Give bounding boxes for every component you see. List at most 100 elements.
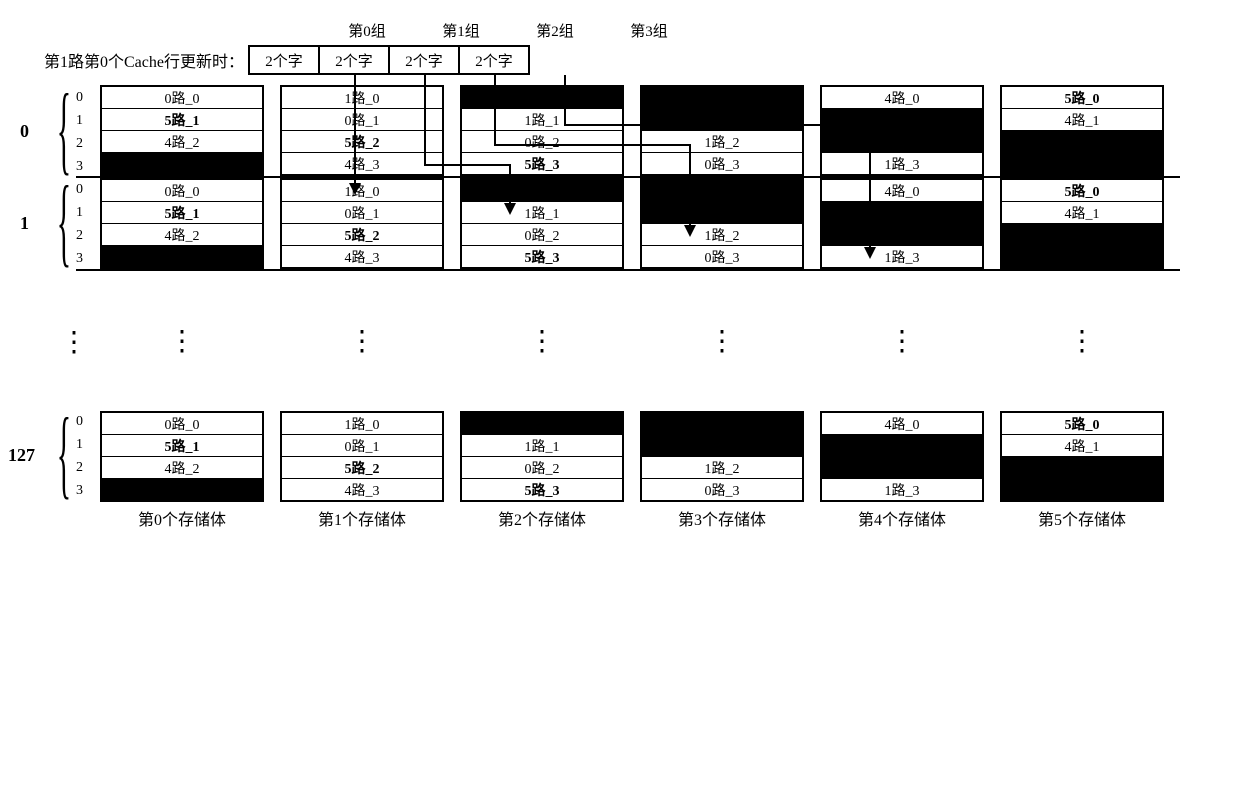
bank-block: 0路_05路_14路_2 bbox=[100, 411, 264, 502]
bank-label: 第0个存储体 bbox=[100, 506, 264, 530]
bank-cell bbox=[462, 180, 622, 202]
row-nums-1: 0 1 2 3 bbox=[76, 178, 83, 270]
bank-cell bbox=[1002, 131, 1162, 153]
bank-cell: 1路_3 bbox=[822, 153, 982, 174]
update-label: 第1路第0个Cache行更新时： bbox=[44, 48, 244, 72]
word-box-1: 2个字 bbox=[318, 45, 388, 75]
bank-block: 1路_10路_25路_3 bbox=[460, 178, 624, 269]
bank-cell bbox=[102, 479, 262, 500]
vdots bbox=[460, 271, 624, 411]
banks-container: 0路_05路_14路_20路_05路_14路_20路_05路_14路_2第0个存… bbox=[100, 85, 1164, 530]
group-labels-row: 第0组 第1组 第2组 第3组 bbox=[338, 20, 1220, 41]
bank-cell: 0路_3 bbox=[642, 479, 802, 500]
bank-cell: 0路_0 bbox=[102, 413, 262, 435]
bank-cell bbox=[822, 109, 982, 131]
bank-cell: 5路_3 bbox=[462, 153, 622, 174]
banks-area: 0 { 0 1 2 3 1 { 0 1 2 3 ⋮ 127 { 0 bbox=[20, 85, 1220, 530]
bank-label: 第1个存储体 bbox=[280, 506, 444, 530]
left-dots: ⋮ bbox=[60, 325, 88, 359]
bank-cell: 4路_2 bbox=[102, 457, 262, 479]
bank-cell: 0路_0 bbox=[102, 87, 262, 109]
vdots bbox=[280, 271, 444, 411]
bank-cell: 1路_1 bbox=[462, 202, 622, 224]
bank-cell: 5路_3 bbox=[462, 479, 622, 500]
bank-block: 4路_0 1路_3 bbox=[820, 85, 984, 176]
bank-cell: 0路_3 bbox=[642, 246, 802, 267]
word-box-0: 2个字 bbox=[248, 45, 318, 75]
bank-3: 1路_20路_31路_20路_31路_20路_3第3个存储体 bbox=[640, 85, 804, 530]
bank-cell bbox=[822, 224, 982, 246]
bank-cell bbox=[1002, 457, 1162, 479]
bank-cell: 4路_0 bbox=[822, 87, 982, 109]
bank-cell: 1路_3 bbox=[822, 479, 982, 500]
bank-block: 4路_0 1路_3 bbox=[820, 411, 984, 502]
bank-cell: 5路_1 bbox=[102, 435, 262, 457]
bank-cell bbox=[822, 435, 982, 457]
update-row: 第1路第0个Cache行更新时： 2个字 2个字 2个字 2个字 bbox=[44, 45, 1220, 75]
bank-cell: 4路_1 bbox=[1002, 109, 1162, 131]
bank-label: 第5个存储体 bbox=[1000, 506, 1164, 530]
bank-2: 1路_10路_25路_31路_10路_25路_31路_10路_25路_3第2个存… bbox=[460, 85, 624, 530]
bank-cell bbox=[642, 435, 802, 457]
bank-cell: 1路_2 bbox=[642, 131, 802, 153]
bank-cell: 5路_0 bbox=[1002, 180, 1162, 202]
cache-diagram: 第0组 第1组 第2组 第3组 第1路第0个Cache行更新时： 2个字 2个字… bbox=[20, 20, 1220, 530]
bank-cell: 5路_3 bbox=[462, 246, 622, 267]
bank-block: 5路_04路_1 bbox=[1000, 85, 1164, 176]
bank-cell bbox=[1002, 479, 1162, 500]
bank-block: 1路_20路_3 bbox=[640, 411, 804, 502]
bank-cell: 1路_3 bbox=[822, 246, 982, 267]
bank-cell: 1路_0 bbox=[282, 180, 442, 202]
bank-cell: 0路_2 bbox=[462, 224, 622, 246]
bank-cell: 5路_2 bbox=[282, 131, 442, 153]
bank-cell: 1路_0 bbox=[282, 413, 442, 435]
vdots bbox=[640, 271, 804, 411]
bank-label: 第4个存储体 bbox=[820, 506, 984, 530]
word-box-3: 2个字 bbox=[458, 45, 530, 75]
bank-block: 1路_20路_3 bbox=[640, 178, 804, 269]
bank-cell: 4路_3 bbox=[282, 153, 442, 174]
bank-block: 0路_05路_14路_2 bbox=[100, 178, 264, 269]
bank-cell: 1路_1 bbox=[462, 435, 622, 457]
bank-block: 1路_00路_15路_24路_3 bbox=[280, 411, 444, 502]
bank-cell bbox=[822, 202, 982, 224]
bank-1: 1路_00路_15路_24路_31路_00路_15路_24路_31路_00路_1… bbox=[280, 85, 444, 530]
bank-cell bbox=[822, 457, 982, 479]
bank-cell bbox=[1002, 224, 1162, 246]
bank-cell: 0路_0 bbox=[102, 180, 262, 202]
word-boxes: 2个字 2个字 2个字 2个字 bbox=[248, 45, 530, 75]
bank-cell: 0路_1 bbox=[282, 109, 442, 131]
bank-cell: 1路_2 bbox=[642, 457, 802, 479]
bank-cell: 0路_2 bbox=[462, 131, 622, 153]
bank-cell: 1路_0 bbox=[282, 87, 442, 109]
bank-block: 1路_10路_25路_3 bbox=[460, 85, 624, 176]
set-label-127: 127 bbox=[8, 445, 35, 466]
group-label-1: 第1组 bbox=[432, 20, 490, 41]
bank-0: 0路_05路_14路_20路_05路_14路_20路_05路_14路_2第0个存… bbox=[100, 85, 264, 530]
bank-cell: 4路_0 bbox=[822, 413, 982, 435]
bank-cell bbox=[642, 202, 802, 224]
bank-block: 4路_01路_3 bbox=[820, 178, 984, 269]
brace-1: { bbox=[57, 171, 71, 271]
bank-block: 5路_04路_1 bbox=[1000, 178, 1164, 269]
bank-block: 1路_20路_3 bbox=[640, 85, 804, 176]
bank-cell: 4路_3 bbox=[282, 479, 442, 500]
bank-label: 第2个存储体 bbox=[460, 506, 624, 530]
brace-127: { bbox=[57, 403, 71, 503]
bank-cell: 0路_1 bbox=[282, 202, 442, 224]
bank-cell: 5路_1 bbox=[102, 202, 262, 224]
bank-cell bbox=[642, 109, 802, 131]
bank-cell: 0路_2 bbox=[462, 457, 622, 479]
bank-cell: 4路_2 bbox=[102, 131, 262, 153]
bank-cell: 0路_1 bbox=[282, 435, 442, 457]
bank-block: 0路_05路_14路_2 bbox=[100, 85, 264, 176]
bank-cell: 4路_1 bbox=[1002, 435, 1162, 457]
bank-cell: 4路_1 bbox=[1002, 202, 1162, 224]
bank-cell bbox=[102, 246, 262, 267]
group-label-0: 第0组 bbox=[338, 20, 396, 41]
vdots bbox=[100, 271, 264, 411]
group-label-2: 第2组 bbox=[526, 20, 584, 41]
word-box-2: 2个字 bbox=[388, 45, 458, 75]
bank-cell bbox=[102, 153, 262, 174]
bank-cell: 5路_2 bbox=[282, 224, 442, 246]
